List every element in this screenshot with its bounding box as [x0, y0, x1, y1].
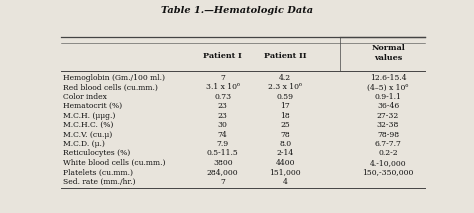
- Text: 150,-350,000: 150,-350,000: [362, 168, 414, 176]
- Text: Sed. rate (mm./hr.): Sed. rate (mm./hr.): [63, 178, 136, 186]
- Text: 27-32: 27-32: [377, 112, 399, 120]
- Text: 23: 23: [218, 102, 228, 110]
- Text: Table 1.—Hematologic Data: Table 1.—Hematologic Data: [161, 6, 313, 15]
- Text: 30: 30: [218, 121, 228, 129]
- Text: 12.6-15.4: 12.6-15.4: [370, 74, 406, 82]
- Text: 0.2-2: 0.2-2: [378, 150, 398, 157]
- Text: 0.73: 0.73: [214, 93, 231, 101]
- Text: Hemoglobin (Gm./100 ml.): Hemoglobin (Gm./100 ml.): [63, 74, 165, 82]
- Text: 4: 4: [283, 178, 288, 186]
- Text: 17: 17: [280, 102, 290, 110]
- Text: M.C.V. (cu.μ): M.C.V. (cu.μ): [63, 131, 112, 139]
- Text: 3.1 x 10⁶: 3.1 x 10⁶: [206, 83, 240, 91]
- Text: 2.3 x 10⁶: 2.3 x 10⁶: [268, 83, 302, 91]
- Text: 36-46: 36-46: [377, 102, 399, 110]
- Text: 8.0: 8.0: [279, 140, 291, 148]
- Text: 6.7-7.7: 6.7-7.7: [374, 140, 401, 148]
- Text: Hematocrit (%): Hematocrit (%): [63, 102, 122, 110]
- Text: Reticulocytes (%): Reticulocytes (%): [63, 150, 130, 157]
- Text: 18: 18: [280, 112, 290, 120]
- Text: White blood cells (cu.mm.): White blood cells (cu.mm.): [63, 159, 165, 167]
- Text: M.C.H.C. (%): M.C.H.C. (%): [63, 121, 113, 129]
- Text: 78: 78: [280, 131, 290, 139]
- Text: 74: 74: [218, 131, 228, 139]
- Text: 4.-10,000: 4.-10,000: [370, 159, 406, 167]
- Text: 0.9-1.1: 0.9-1.1: [374, 93, 401, 101]
- Text: 7: 7: [220, 74, 225, 82]
- Text: 0.59: 0.59: [277, 93, 294, 101]
- Text: 32-38: 32-38: [377, 121, 399, 129]
- Text: (4–5) x 10⁶: (4–5) x 10⁶: [367, 83, 409, 91]
- Text: M.C.H. (μμg.): M.C.H. (μμg.): [63, 112, 115, 120]
- Text: Platelets (cu.mm.): Platelets (cu.mm.): [63, 168, 133, 176]
- Text: 78-98: 78-98: [377, 131, 399, 139]
- Text: 151,000: 151,000: [269, 168, 301, 176]
- Text: Color index: Color index: [63, 93, 107, 101]
- Text: 25: 25: [280, 121, 290, 129]
- Text: 3800: 3800: [213, 159, 233, 167]
- Text: 7.9: 7.9: [217, 140, 229, 148]
- Text: 23: 23: [218, 112, 228, 120]
- Text: Patient II: Patient II: [264, 52, 306, 60]
- Text: Normal
values: Normal values: [371, 44, 405, 62]
- Text: 4.2: 4.2: [279, 74, 291, 82]
- Text: M.C.D. (μ.): M.C.D. (μ.): [63, 140, 105, 148]
- Text: 4400: 4400: [275, 159, 295, 167]
- Text: 284,000: 284,000: [207, 168, 238, 176]
- Text: 2-14: 2-14: [276, 150, 294, 157]
- Text: Red blood cells (cu.mm.): Red blood cells (cu.mm.): [63, 83, 158, 91]
- Text: Patient I: Patient I: [203, 52, 242, 60]
- Text: 7: 7: [220, 178, 225, 186]
- Text: 0.5-11.5: 0.5-11.5: [207, 150, 238, 157]
